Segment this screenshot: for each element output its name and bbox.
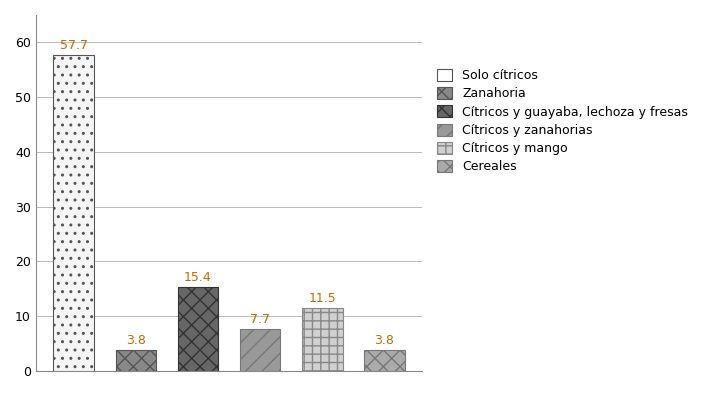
Legend: Solo cítricos, Zanahoria, Cítricos y guayaba, lechoza y fresas, Cítricos y zanah: Solo cítricos, Zanahoria, Cítricos y gua… <box>432 64 693 178</box>
Bar <box>116 350 156 371</box>
Text: 57.7: 57.7 <box>60 39 87 52</box>
Text: 3.8: 3.8 <box>374 335 395 348</box>
Bar <box>53 55 94 371</box>
Text: 7.7: 7.7 <box>250 313 270 326</box>
Text: 3.8: 3.8 <box>126 335 146 348</box>
Text: 11.5: 11.5 <box>309 292 336 305</box>
Bar <box>178 287 218 371</box>
Bar <box>302 308 342 371</box>
Text: 15.4: 15.4 <box>184 271 212 284</box>
Bar <box>364 350 405 371</box>
Bar <box>240 329 280 371</box>
